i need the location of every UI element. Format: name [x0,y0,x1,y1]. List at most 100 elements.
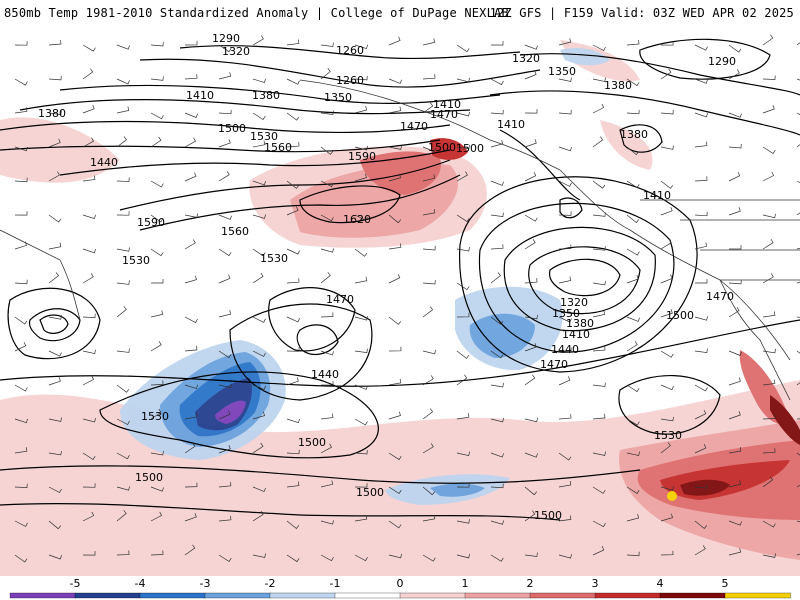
wind-barb [558,180,572,187]
wind-barb [184,482,198,488]
wind-barb [660,309,673,318]
wind-barb [626,39,640,46]
wind-barb [252,411,265,420]
wind-barb [524,139,537,148]
contour-label: 1290 [708,55,736,68]
wind-barb [48,417,62,422]
wind-barb [592,280,606,286]
wind-barb [592,451,606,456]
wind-barb [762,448,776,454]
wind-barb [218,139,231,148]
wind-barb [82,452,96,460]
wind-barb [184,384,198,390]
wind-barb [592,180,606,189]
wind-barb [48,138,61,148]
wind-barb [456,553,470,559]
wind-barb [116,486,130,491]
wind-barb [422,208,436,216]
wind-barb [660,206,673,216]
colorbar-segment [139,592,206,599]
wind-barb [490,452,504,458]
wind-barb [116,211,130,216]
contour-label: 1350 [548,65,576,78]
colorbar-segment [334,592,401,599]
wind-barb [218,310,232,318]
wind-barb [490,109,504,115]
contour-label: 1560 [221,225,249,238]
wind-barb [490,350,504,359]
wind-barb [592,44,606,51]
wind-barb [354,248,368,257]
wind-barb [660,442,671,454]
contour-label: 1440 [90,156,118,169]
contour-label: 1260 [336,74,364,87]
wind-barb [184,112,198,118]
wind-barb [218,481,232,488]
wind-barb [14,177,28,183]
contour-label: 1530 [122,254,150,267]
wind-barb [524,109,538,114]
colorbar-tick-label: 2 [527,577,534,590]
wind-barb [456,519,470,524]
wind-barb [558,554,572,559]
wind-barb [524,314,538,320]
wind-barb [592,520,606,528]
contour-label: 1530 [141,410,169,423]
wind-barb [286,206,299,216]
wind-barb [354,145,368,151]
wind-barb [558,452,572,461]
wind-barb [116,452,130,460]
wind-barb [150,248,164,257]
wind-barb [218,410,231,420]
wind-barb [354,483,368,488]
wind-barb [694,520,708,529]
wind-barb [592,103,605,114]
wind-barb [762,379,776,386]
wind-barb [116,177,130,182]
contour-label: 1500 [666,309,694,322]
wind-barb [14,146,28,152]
wind-barb [558,481,572,488]
wind-barb [184,544,196,556]
wind-barb [82,349,96,355]
wind-barb [490,483,504,489]
wind-barb [320,350,334,356]
wind-barb [762,213,776,219]
wind-barb [694,44,708,51]
wind-barb [388,145,402,150]
wind-barb [456,144,470,150]
wind-barb [728,112,742,118]
wind-barb [660,109,674,115]
wind-barb [729,245,742,250]
wind-barb [592,212,606,217]
wind-barb [184,40,198,46]
wind-barb [490,140,504,148]
wind-barb [14,41,28,46]
wind-barb [695,279,708,284]
wind-barb [218,554,232,562]
contour-label: 1470 [400,120,428,133]
contour-label: 1320 [222,45,250,58]
colorbar-tick-label: -2 [265,577,276,590]
wind-barb [354,316,368,321]
wind-barb [218,109,232,115]
colorbar-segment [269,592,336,599]
wind-barb [388,378,402,386]
wind-barb [490,382,504,388]
wind-barb [490,520,504,525]
wind-barb [48,75,62,81]
wind-barb [388,36,401,46]
wind-barb [422,306,434,318]
wind-barb [558,244,572,250]
wind-barb [558,211,572,216]
wind-barb [354,384,368,390]
wind-barb [422,279,436,285]
wind-barb [524,70,537,80]
wind-barb [626,214,640,224]
wind-barb [116,550,130,556]
wind-barb [524,214,538,222]
wind-barb [456,374,468,386]
wind-barb [320,272,331,284]
contour-label: 1410 [433,98,461,111]
wind-barb [524,171,537,182]
